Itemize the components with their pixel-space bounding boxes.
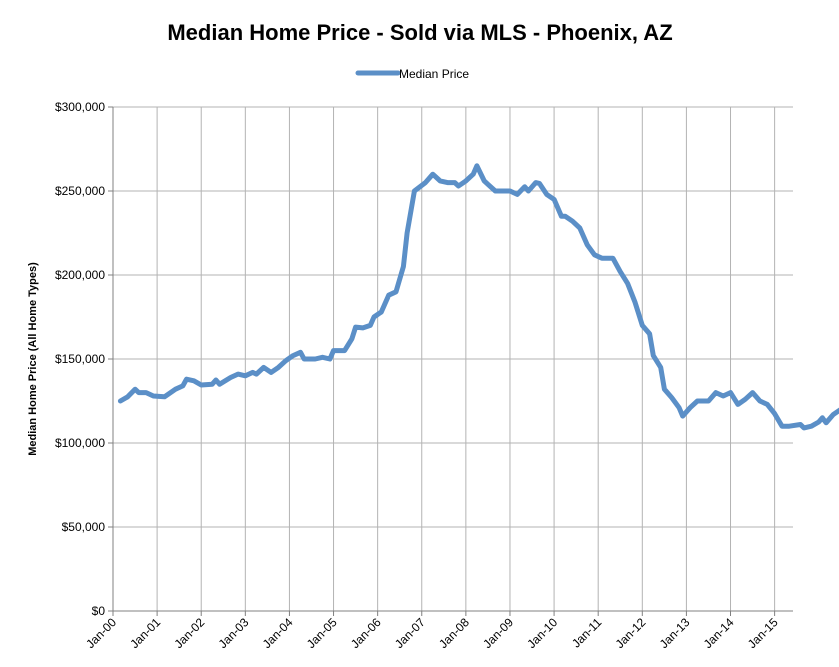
- y-axis-title: Median Home Price (All Home Types): [27, 262, 39, 456]
- x-tick-label: Jan-09: [480, 615, 516, 651]
- x-tick-label: Jan-00: [83, 615, 119, 651]
- x-tick-label: Jan-11: [569, 615, 604, 650]
- x-tick-label: Jan-02: [171, 615, 207, 651]
- y-tick-label: $100,000: [55, 436, 105, 450]
- x-tick-label: Jan-01: [127, 615, 163, 651]
- y-tick-label: $50,000: [62, 520, 106, 534]
- chart-title: Median Home Price - Sold via MLS - Phoen…: [167, 20, 672, 45]
- x-tick-label: Jan-13: [657, 615, 693, 651]
- x-tick-label: Jan-10: [524, 615, 560, 651]
- x-tick-label: Jan-05: [304, 615, 340, 651]
- y-tick-label: $0: [92, 604, 106, 618]
- x-tick-label: Jan-08: [436, 615, 472, 651]
- x-tick-label: Jan-06: [348, 615, 384, 651]
- y-tick-label: $150,000: [55, 352, 105, 366]
- legend-label-median-price: Median Price: [399, 67, 469, 81]
- x-tick-label: Jan-07: [392, 615, 428, 651]
- x-tick-label: Jan-14: [701, 615, 737, 651]
- y-tick-label: $300,000: [55, 100, 105, 114]
- y-tick-label: $200,000: [55, 268, 105, 282]
- x-tick-label: Jan-03: [216, 615, 252, 651]
- legend: Median Price: [355, 67, 469, 81]
- series-line-median-price: [117, 163, 839, 431]
- y-axis-ticks: $0 $50,000 $100,000 $150,000 $200,000 $250,00…: [55, 100, 113, 618]
- x-tick-label: Jan-04: [260, 615, 296, 651]
- x-tick-label: Jan-15: [745, 615, 781, 651]
- x-tick-label: Jan-12: [613, 615, 649, 651]
- y-tick-label: $250,000: [55, 184, 105, 198]
- x-axis-ticks: Jan-00 Jan-01 Jan-02 Jan-03 Jan-04 Jan-05 Jan-…: [83, 611, 781, 651]
- series-layer: [117, 163, 839, 431]
